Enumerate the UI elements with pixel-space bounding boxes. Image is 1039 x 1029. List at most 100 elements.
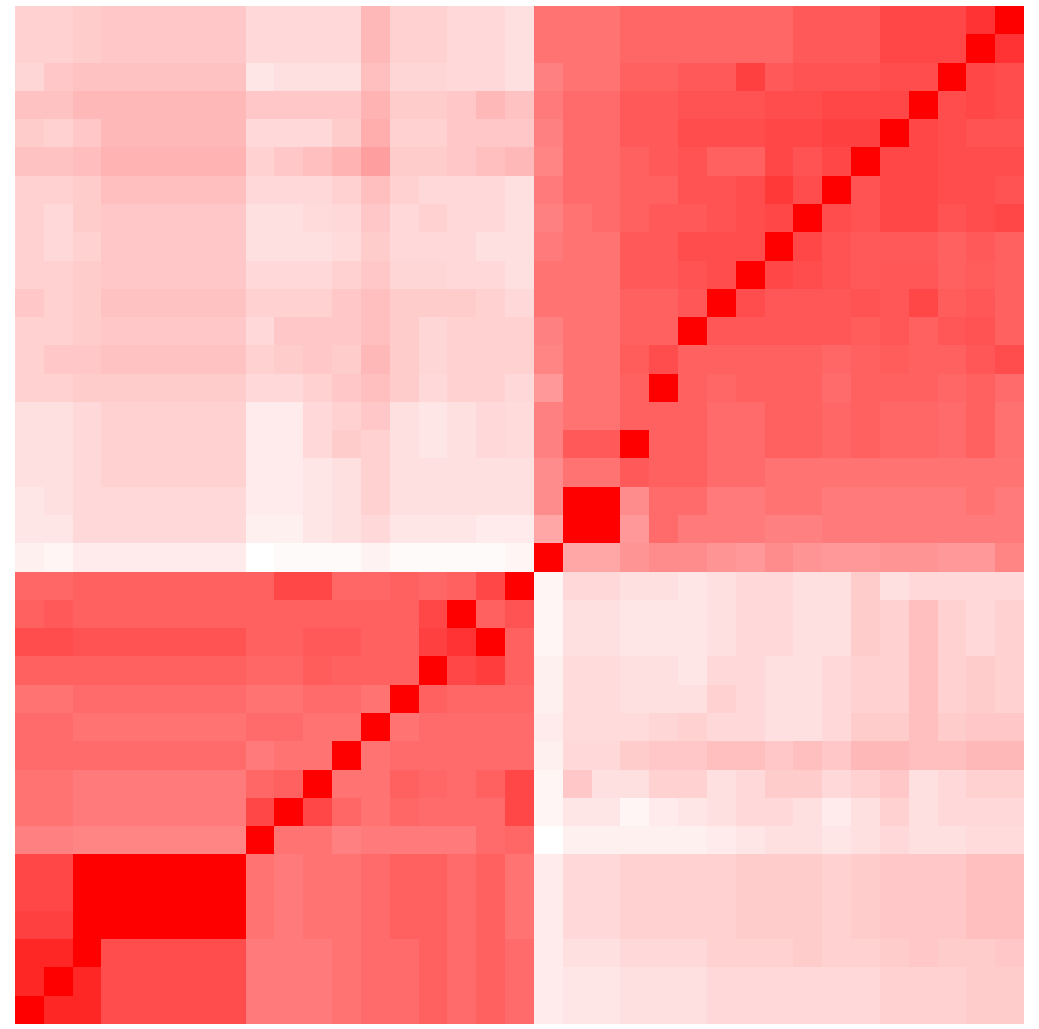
heatmap-cell-r23-c20: [592, 656, 620, 685]
heatmap-cell-r11-c27: [793, 317, 822, 345]
heatmap-cell-r5-c12: [361, 147, 390, 176]
heatmap-cell-r8-c11: [332, 232, 361, 261]
heatmap-cell-r18-c16: [476, 515, 505, 543]
heatmap-cell-r32-c32: [938, 911, 966, 939]
heatmap-cell-r19-c30: [880, 543, 909, 572]
heatmap-cell-r4-c8: [246, 119, 274, 147]
heatmap-cell-r34-c11: [332, 967, 361, 996]
heatmap-cell-r16-c34: [995, 458, 1024, 487]
heatmap-cell-r1-c11: [332, 34, 361, 63]
heatmap-cell-r34-c9: [274, 967, 303, 996]
heatmap-cell-r26-c11: [332, 741, 361, 770]
heatmap-cell-r5-c14: [419, 147, 447, 176]
heatmap-cell-r21-c0: [15, 600, 44, 628]
heatmap-cell-r30-c13: [390, 854, 419, 883]
heatmap-cell-r30-c26: [765, 854, 793, 883]
heatmap-cell-r22-c19: [563, 628, 592, 656]
heatmap-cell-r35-c31: [909, 996, 938, 1024]
heatmap-cell-r0-c23: [678, 6, 707, 34]
heatmap-cell-r24-c5: [159, 685, 188, 713]
heatmap-cell-r11-c34: [995, 317, 1024, 345]
heatmap-cell-r28-c20: [592, 798, 620, 826]
heatmap-cell-r20-c1: [44, 572, 73, 600]
heatmap-cell-r8-c28: [822, 232, 851, 261]
heatmap-cell-r22-c4: [130, 628, 159, 656]
heatmap-cell-r7-c8: [246, 204, 274, 232]
heatmap-cell-r9-c26: [765, 261, 793, 289]
heatmap-cell-r26-c24: [707, 741, 736, 770]
heatmap-cell-r25-c25: [736, 713, 765, 741]
heatmap-cell-r24-c23: [678, 685, 707, 713]
heatmap-cell-r12-c12: [361, 345, 390, 374]
heatmap-cell-r17-c23: [678, 487, 707, 515]
heatmap-cell-r30-c1: [44, 854, 73, 883]
heatmap-cell-r15-c19: [563, 430, 592, 458]
heatmap-cell-r5-c30: [880, 147, 909, 176]
heatmap-cell-r24-c16: [476, 685, 505, 713]
heatmap-cell-r7-c5: [159, 204, 188, 232]
heatmap-cell-r2-c32: [938, 63, 966, 91]
heatmap-cell-r28-c9: [274, 798, 303, 826]
heatmap-cell-r3-c6: [188, 91, 217, 119]
heatmap-cell-r14-c3: [101, 402, 130, 430]
heatmap-cell-r4-c34: [995, 119, 1024, 147]
heatmap-cell-r13-c9: [274, 374, 303, 402]
heatmap-cell-r20-c0: [15, 572, 44, 600]
heatmap-cell-r10-c21: [620, 289, 649, 317]
heatmap-cell-r12-c15: [447, 345, 476, 374]
heatmap-cell-r7-c0: [15, 204, 44, 232]
heatmap-cell-r29-c26: [765, 826, 793, 854]
heatmap-cell-r13-c32: [938, 374, 966, 402]
heatmap-cell-r5-c9: [274, 147, 303, 176]
heatmap-cell-r28-c14: [419, 798, 447, 826]
heatmap-cell-r28-c12: [361, 798, 390, 826]
heatmap-cell-r27-c3: [101, 770, 130, 798]
heatmap-cell-r24-c0: [15, 685, 44, 713]
heatmap-cell-r17-c1: [44, 487, 73, 515]
heatmap-cell-r13-c11: [332, 374, 361, 402]
heatmap-cell-r16-c13: [390, 458, 419, 487]
heatmap-cell-r25-c0: [15, 713, 44, 741]
heatmap-cell-r16-c26: [765, 458, 793, 487]
heatmap-cell-r29-c12: [361, 826, 390, 854]
heatmap-cell-r13-c15: [447, 374, 476, 402]
heatmap-cell-r33-c2: [73, 939, 101, 967]
heatmap-cell-r25-c27: [793, 713, 822, 741]
heatmap-cell-r21-c28: [822, 600, 851, 628]
heatmap-cell-r19-c28: [822, 543, 851, 572]
heatmap-cell-r30-c17: [505, 854, 534, 883]
heatmap-cell-r6-c12: [361, 176, 390, 204]
heatmap-cell-r35-c3: [101, 996, 130, 1024]
heatmap-cell-r24-c15: [447, 685, 476, 713]
heatmap-cell-r33-c32: [938, 939, 966, 967]
heatmap-cell-r14-c14: [419, 402, 447, 430]
heatmap-cell-r0-c4: [130, 6, 159, 34]
heatmap-cell-r27-c20: [592, 770, 620, 798]
heatmap-cell-r33-c22: [649, 939, 678, 967]
heatmap-cell-r16-c18: [534, 458, 563, 487]
heatmap-cell-r32-c22: [649, 911, 678, 939]
heatmap-cell-r23-c1: [44, 656, 73, 685]
heatmap-cell-r12-c29: [851, 345, 880, 374]
heatmap-cell-r16-c9: [274, 458, 303, 487]
heatmap-cell-r28-c22: [649, 798, 678, 826]
heatmap-cell-r13-c22: [649, 374, 678, 402]
heatmap-cell-r2-c20: [592, 63, 620, 91]
heatmap-cell-r10-c28: [822, 289, 851, 317]
heatmap-cell-r20-c20: [592, 572, 620, 600]
heatmap-cell-r1-c1: [44, 34, 73, 63]
heatmap-cell-r25-c6: [188, 713, 217, 741]
heatmap-cell-r17-c5: [159, 487, 188, 515]
heatmap-cell-r25-c3: [101, 713, 130, 741]
heatmap-cell-r26-c3: [101, 741, 130, 770]
heatmap-cell-r0-c13: [390, 6, 419, 34]
heatmap-cell-r12-c4: [130, 345, 159, 374]
heatmap-cell-r33-c16: [476, 939, 505, 967]
heatmap-cell-r16-c25: [736, 458, 765, 487]
heatmap-cell-r11-c30: [880, 317, 909, 345]
heatmap-cell-r28-c15: [447, 798, 476, 826]
heatmap-cell-r10-c33: [966, 289, 995, 317]
heatmap-cell-r15-c20: [592, 430, 620, 458]
heatmap-cell-r25-c19: [563, 713, 592, 741]
heatmap-cell-r13-c2: [73, 374, 101, 402]
